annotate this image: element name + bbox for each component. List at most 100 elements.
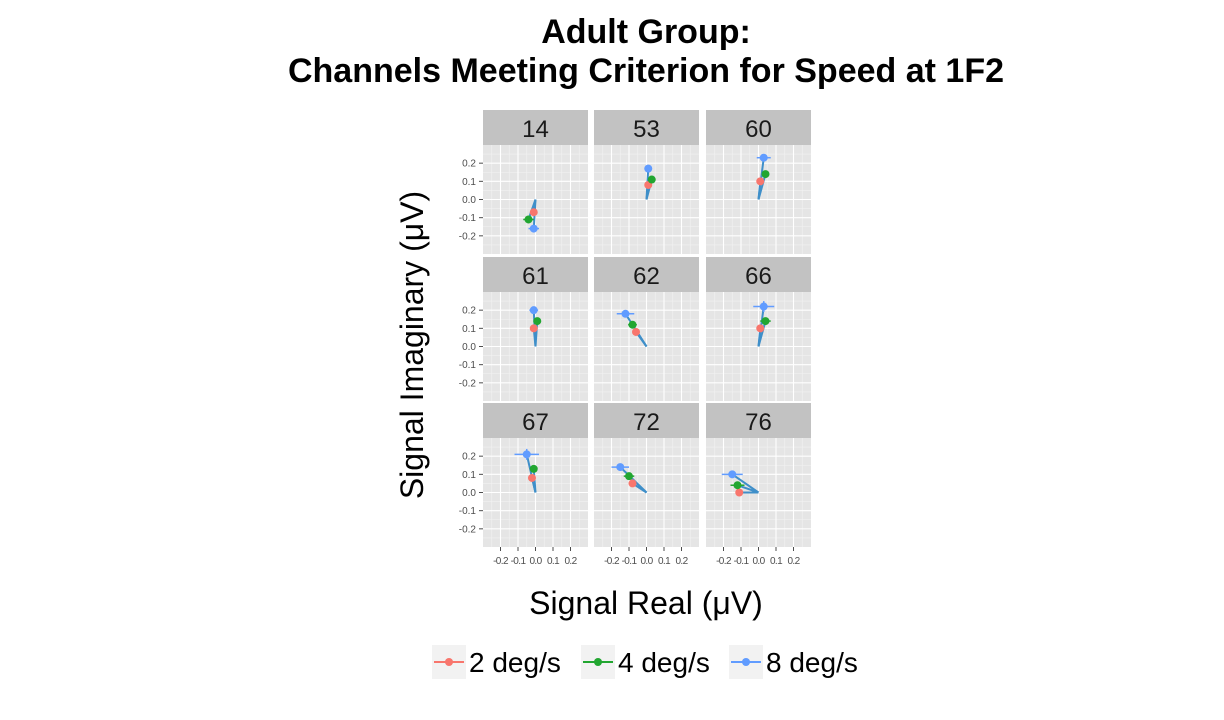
data-point xyxy=(528,473,536,482)
x-tick-label: 0.1 xyxy=(658,556,671,567)
y-tick-label: 0.0 xyxy=(462,342,476,353)
x-tick-label: 0.2 xyxy=(787,556,800,567)
x-tick-label: -0.2 xyxy=(493,556,509,567)
x-tick-label: 0.0 xyxy=(529,556,542,567)
data-point xyxy=(761,170,770,179)
facet-panel: 67 xyxy=(483,403,588,547)
x-tick-label: 0.0 xyxy=(752,556,765,567)
y-tick-label: 0.1 xyxy=(462,177,476,188)
facet-panels: 14 53 60 61 62 66 67 72 76 xyxy=(483,110,811,547)
y-tick-label: -0.1 xyxy=(459,506,477,517)
facet-strip xyxy=(483,110,588,145)
data-point xyxy=(529,464,538,473)
facet-strip xyxy=(594,110,699,145)
data-point xyxy=(621,309,630,318)
x-tick-label: 0.2 xyxy=(564,556,577,567)
facet-panel: 72 xyxy=(594,403,699,547)
data-point xyxy=(735,488,744,497)
y-tick-label: 0.0 xyxy=(462,488,476,499)
facet-strip xyxy=(594,403,699,438)
x-tick-label: -0.2 xyxy=(604,556,620,567)
vector-line xyxy=(731,473,760,494)
x-tick-label: -0.1 xyxy=(511,556,527,567)
legend-key-point xyxy=(594,658,602,666)
data-point xyxy=(733,481,742,490)
x-axis-ticks: -0.2 -0.1 0.0 0.1 0.2 -0.2 -0.1 0.0 0.1 0.2 -0.2 -0… xyxy=(493,547,801,567)
facet-strip-label: 66 xyxy=(745,263,772,290)
x-tick-label: 0.2 xyxy=(675,556,688,567)
chart-title-line-1: Adult Group: xyxy=(541,13,751,51)
data-point xyxy=(628,479,637,488)
data-point xyxy=(728,470,737,479)
facet-panel: 60 xyxy=(706,110,811,254)
data-point xyxy=(616,463,625,472)
x-tick-label: 0.1 xyxy=(770,556,783,567)
y-tick-label: -0.2 xyxy=(459,231,477,242)
data-point xyxy=(529,324,538,333)
facet-strip xyxy=(594,257,699,292)
y-tick-label: 0.2 xyxy=(462,306,476,317)
facet-panel: 53 xyxy=(594,110,699,254)
data-point xyxy=(632,327,640,336)
y-tick-label: 0.1 xyxy=(462,470,476,481)
data-point xyxy=(524,215,533,224)
legend: 2 deg/s 4 deg/s 8 deg/s xyxy=(432,645,858,679)
y-tick-label: 0.2 xyxy=(462,159,476,170)
facet-strip xyxy=(483,257,588,292)
data-point xyxy=(759,153,768,162)
data-point xyxy=(761,317,770,326)
y-tick-label: -0.2 xyxy=(459,378,477,389)
facet-strip xyxy=(706,403,811,438)
y-axis-title: Signal Imaginary (μV) xyxy=(394,191,430,499)
legend-key-point xyxy=(445,658,453,666)
data-point xyxy=(628,320,637,329)
facet-strip-label: 60 xyxy=(745,116,772,143)
data-point xyxy=(625,472,633,481)
y-axis-ticks: 0.2 0.1 0.0 -0.1 -0.2 0.2 0.1 0.0 -0.1 -0.2 0.2 0.1… xyxy=(459,159,483,535)
x-tick-label: -0.1 xyxy=(622,556,638,567)
facet-strip xyxy=(706,110,811,145)
data-point xyxy=(529,224,538,233)
data-point xyxy=(529,208,538,217)
legend-label: 8 deg/s xyxy=(766,647,858,678)
y-tick-label: -0.1 xyxy=(459,360,477,371)
x-tick-label: 0.0 xyxy=(640,556,653,567)
facet-strip-label: 76 xyxy=(745,409,772,436)
facet-strip-label: 53 xyxy=(633,116,660,143)
x-tick-label: -0.2 xyxy=(716,556,732,567)
data-point xyxy=(759,302,768,311)
facet-strip-label: 14 xyxy=(522,116,549,143)
facet-panel: 76 xyxy=(706,403,811,547)
facet-strip-label: 62 xyxy=(633,263,660,290)
vector-line xyxy=(525,454,537,493)
data-point xyxy=(522,450,531,459)
data-point xyxy=(529,306,538,315)
facet-strip-label: 67 xyxy=(522,409,549,436)
y-tick-label: -0.1 xyxy=(459,213,477,224)
legend-item: 4 deg/s xyxy=(581,645,710,679)
x-tick-label: -0.1 xyxy=(734,556,750,567)
data-point xyxy=(647,175,656,184)
facet-strip-label: 72 xyxy=(633,409,660,436)
legend-label: 4 deg/s xyxy=(618,647,710,678)
chart-title-line-2: Channels Meeting Criterion for Speed at … xyxy=(288,52,1004,90)
legend-label: 2 deg/s xyxy=(469,647,561,678)
facet-panel: 14 xyxy=(483,110,588,254)
y-tick-label: 0.2 xyxy=(462,452,476,463)
data-point xyxy=(533,317,542,326)
legend-item: 2 deg/s xyxy=(432,645,561,679)
facet-panel: 66 xyxy=(706,257,811,401)
facet-panel: 61 xyxy=(483,257,588,401)
facet-panel: 62 xyxy=(594,257,699,401)
y-tick-label: 0.0 xyxy=(462,195,476,206)
data-point xyxy=(644,164,653,173)
facet-strip xyxy=(706,257,811,292)
legend-item: 8 deg/s xyxy=(729,645,858,679)
x-tick-label: 0.1 xyxy=(547,556,560,567)
facet-strip xyxy=(483,403,588,438)
data-point xyxy=(756,177,765,186)
y-tick-label: -0.2 xyxy=(459,524,477,535)
data-point xyxy=(756,324,765,333)
legend-key-point xyxy=(742,658,750,666)
